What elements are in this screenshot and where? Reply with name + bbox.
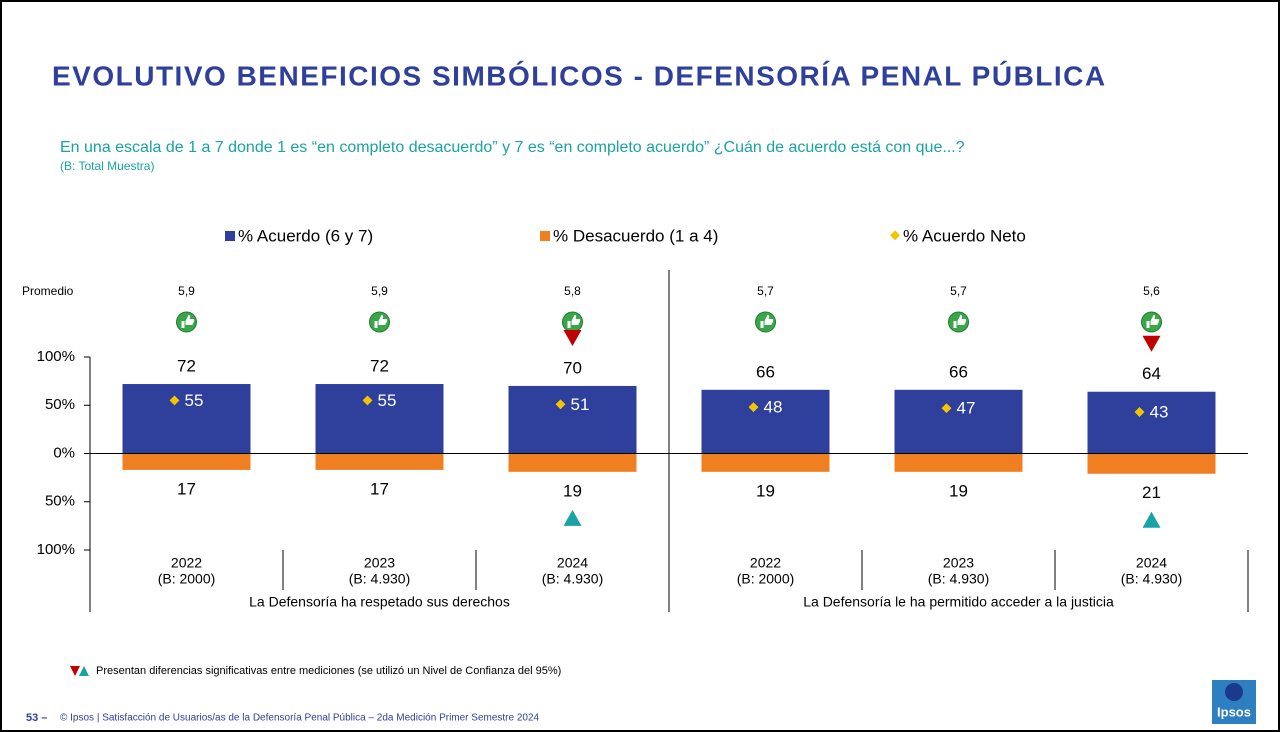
promedio-value: 5,8 bbox=[564, 284, 581, 298]
net-label: 43 bbox=[1150, 402, 1169, 421]
desacuerdo-label: 17 bbox=[177, 479, 196, 498]
footer: © Ipsos | Satisfacción de Usuarios/as de… bbox=[60, 713, 540, 724]
net-label: 47 bbox=[957, 399, 976, 418]
logo-shape bbox=[1225, 683, 1243, 701]
promedio-value: 5,9 bbox=[371, 284, 388, 298]
promedio-value: 5,7 bbox=[950, 284, 967, 298]
bar-acuerdo bbox=[508, 385, 637, 454]
promedio-value: 5,6 bbox=[1143, 284, 1160, 298]
sig-up bbox=[1142, 511, 1161, 528]
net-marker bbox=[941, 403, 952, 414]
category-label: 2024 bbox=[1136, 555, 1167, 571]
thumb-glyph bbox=[1146, 315, 1160, 328]
base-label: (B: 4.930) bbox=[542, 571, 603, 587]
net-marker bbox=[169, 395, 180, 406]
legend-swatch bbox=[225, 231, 235, 241]
category-label: 2023 bbox=[943, 555, 974, 571]
bar-acuerdo bbox=[122, 384, 251, 454]
subtitle: En una escala de 1 a 7 donde 1 es “en co… bbox=[60, 139, 965, 156]
legend-up bbox=[79, 666, 89, 676]
base-label: (B: 4.930) bbox=[1121, 571, 1182, 587]
group-label: La Defensoría ha respetado sus derechos bbox=[249, 594, 510, 610]
base-label: (B: 4.930) bbox=[349, 571, 410, 587]
legend-label: % Acuerdo Neto bbox=[903, 226, 1026, 245]
net-label: 51 bbox=[571, 395, 590, 414]
thumb-glyph bbox=[567, 315, 581, 328]
y-tick-label: 100% bbox=[37, 541, 75, 558]
bar-acuerdo bbox=[701, 389, 830, 454]
net-label: 55 bbox=[378, 391, 397, 410]
category-label: 2022 bbox=[171, 555, 202, 571]
acuerdo-label: 72 bbox=[177, 357, 196, 376]
desacuerdo-label: 19 bbox=[949, 481, 968, 500]
category-label: 2022 bbox=[750, 555, 781, 571]
bar-acuerdo bbox=[1087, 391, 1216, 454]
base-label: (B: 4.930) bbox=[928, 571, 989, 587]
bar-desacuerdo bbox=[508, 453, 637, 472]
acuerdo-label: 66 bbox=[756, 362, 775, 381]
category-label: 2024 bbox=[557, 555, 588, 571]
thumb-glyph bbox=[953, 315, 967, 328]
acuerdo-label: 70 bbox=[563, 358, 582, 377]
desacuerdo-label: 19 bbox=[563, 481, 582, 500]
bar-desacuerdo bbox=[701, 453, 830, 472]
legend-swatch bbox=[890, 230, 900, 241]
sig-down bbox=[563, 329, 582, 346]
thumb-glyph bbox=[760, 315, 774, 328]
thumb-glyph bbox=[181, 315, 195, 328]
net-label: 48 bbox=[764, 398, 783, 417]
net-marker bbox=[362, 395, 373, 406]
desacuerdo-label: 19 bbox=[756, 481, 775, 500]
promedio-value: 5,9 bbox=[178, 284, 195, 298]
base-note: (B: Total Muestra) bbox=[60, 159, 154, 173]
legend-label: % Acuerdo (6 y 7) bbox=[238, 226, 373, 245]
desacuerdo-label: 17 bbox=[370, 479, 389, 498]
y-tick-label: 50% bbox=[45, 493, 75, 510]
thumb-glyph bbox=[374, 315, 388, 328]
legend-swatch bbox=[540, 231, 550, 241]
bar-desacuerdo bbox=[1087, 453, 1216, 474]
base-label: (B: 2000) bbox=[737, 571, 795, 587]
sig-up bbox=[563, 509, 582, 526]
promedio-label: Promedio bbox=[22, 284, 74, 298]
acuerdo-label: 72 bbox=[370, 357, 389, 376]
bar-desacuerdo bbox=[315, 453, 444, 470]
bar-acuerdo bbox=[894, 389, 1023, 454]
bar-acuerdo bbox=[315, 384, 444, 454]
acuerdo-label: 64 bbox=[1142, 364, 1161, 383]
net-marker bbox=[748, 402, 759, 413]
legend-label: % Desacuerdo (1 a 4) bbox=[553, 226, 718, 245]
y-tick-label: 100% bbox=[37, 348, 75, 365]
net-marker bbox=[555, 399, 566, 410]
footnote: Presentan diferencias significativas ent… bbox=[96, 665, 561, 677]
acuerdo-label: 66 bbox=[949, 362, 968, 381]
logo: Ipsos bbox=[1217, 704, 1251, 719]
promedio-value: 5,7 bbox=[757, 284, 774, 298]
legend-down bbox=[70, 666, 80, 676]
y-tick-label: 50% bbox=[45, 396, 75, 413]
bar-desacuerdo bbox=[894, 453, 1023, 472]
page-number: 53 – bbox=[26, 712, 47, 724]
sig-down bbox=[1142, 335, 1161, 352]
bar-desacuerdo bbox=[122, 453, 251, 470]
group-label: La Defensoría le ha permitido acceder a … bbox=[803, 594, 1114, 610]
desacuerdo-label: 21 bbox=[1142, 483, 1161, 502]
category-label: 2023 bbox=[364, 555, 395, 571]
title: EVOLUTIVO BENEFICIOS SIMBÓLICOS - DEFENS… bbox=[52, 60, 1107, 91]
base-label: (B: 2000) bbox=[158, 571, 216, 587]
net-marker bbox=[1134, 407, 1145, 417]
net-label: 55 bbox=[185, 391, 204, 410]
y-tick-label: 0% bbox=[53, 444, 75, 461]
